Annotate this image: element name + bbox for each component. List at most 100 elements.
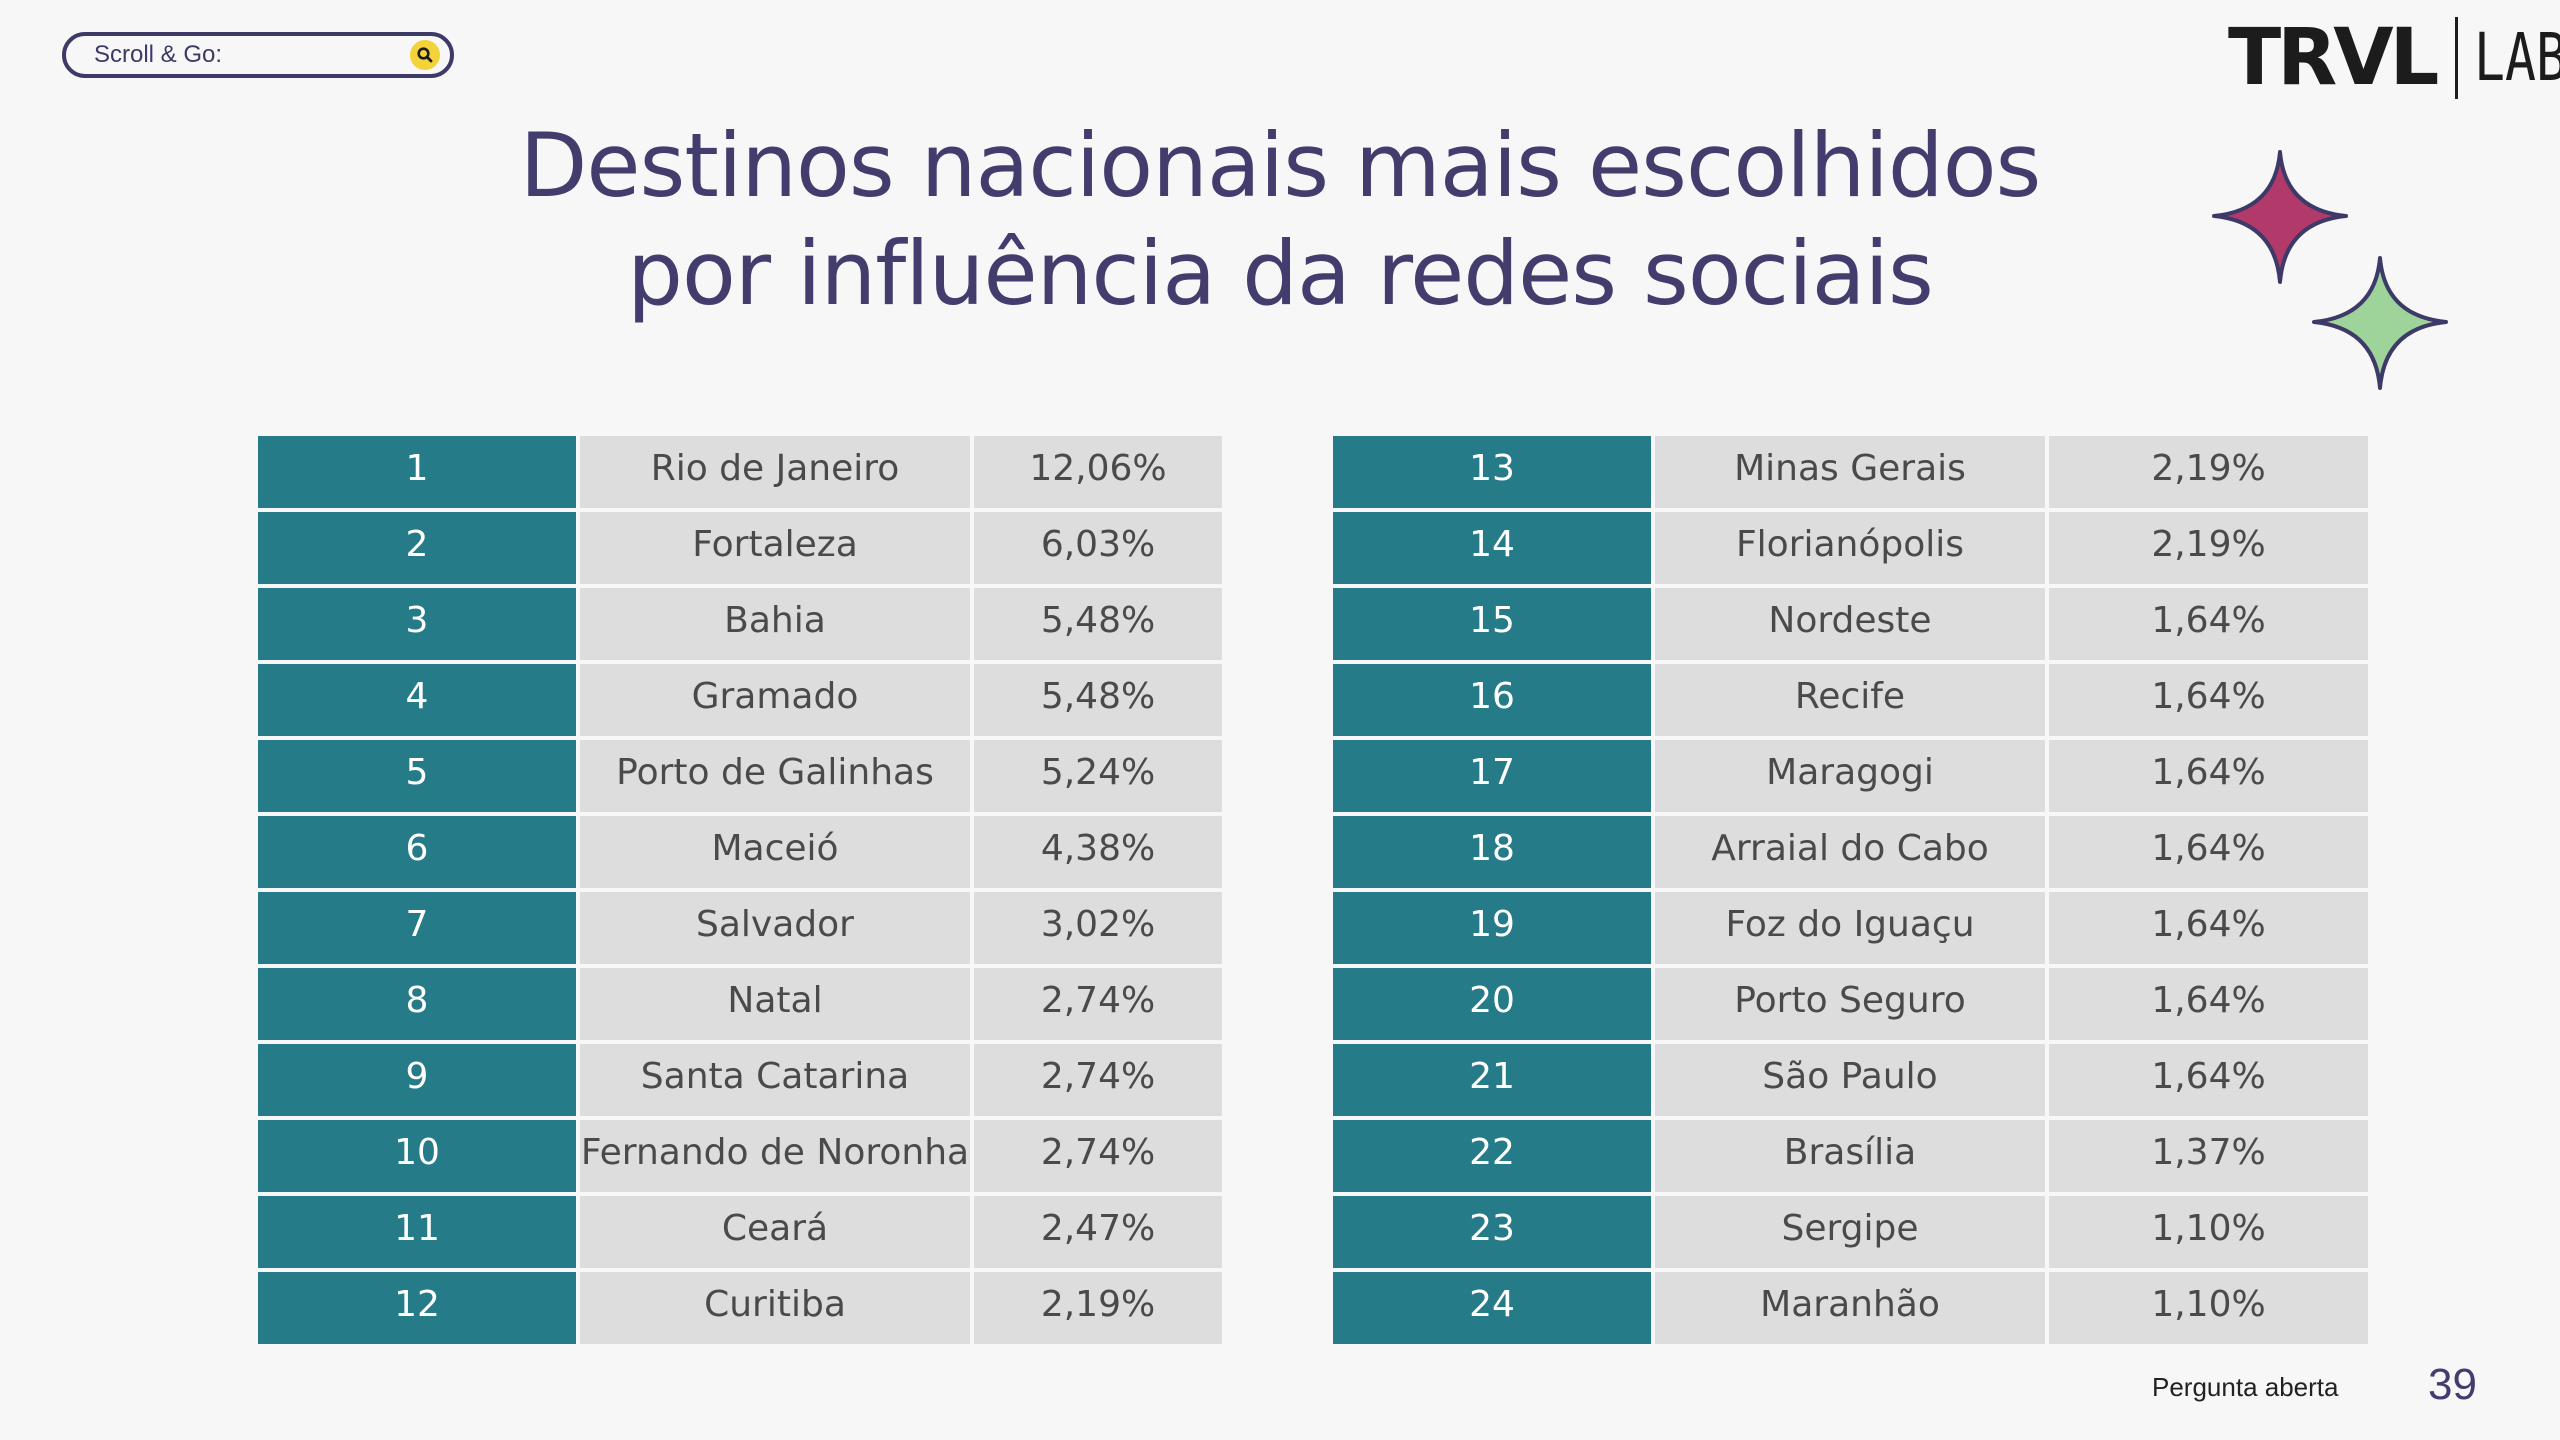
destination-cell: Fernando de Noronha [580, 1120, 970, 1192]
logo-divider [2455, 17, 2459, 99]
percent-cell: 5,48% [974, 588, 1222, 660]
page-title: Destinos nacionais mais escolhidos por i… [0, 112, 2560, 328]
destination-cell: Minas Gerais [1655, 436, 2045, 508]
rank-cell: 17 [1333, 740, 1651, 812]
table-row: 6 Maceió 4,38% [258, 816, 1222, 888]
rank-cell: 14 [1333, 512, 1651, 584]
percent-cell: 2,19% [2049, 436, 2368, 508]
percent-cell: 5,24% [974, 740, 1222, 812]
footer-note: Pergunta aberta [2152, 1372, 2339, 1402]
percent-cell: 1,64% [2049, 968, 2368, 1040]
ranking-table-right: 13 Minas Gerais 2,19% 14 Florianópolis 2,19% 1… [1329, 432, 2372, 1348]
table-row: 18 Arraial do Cabo 1,64% [1333, 816, 2368, 888]
percent-cell: 2,19% [2049, 512, 2368, 584]
table-row: 11 Ceará 2,47% [258, 1196, 1222, 1268]
destination-cell: Nordeste [1655, 588, 2045, 660]
percent-cell: 1,64% [2049, 892, 2368, 964]
table-row: 9 Santa Catarina 2,74% [258, 1044, 1222, 1116]
sparkle-star-icon [2312, 256, 2448, 390]
percent-cell: 1,10% [2049, 1272, 2368, 1344]
table-row: 5 Porto de Galinhas 5,24% [258, 740, 1222, 812]
destination-cell: Maranhão [1655, 1272, 2045, 1344]
percent-cell: 3,02% [974, 892, 1222, 964]
destination-cell: Brasília [1655, 1120, 2045, 1192]
percent-cell: 6,03% [974, 512, 1222, 584]
rank-cell: 2 [258, 512, 576, 584]
percent-cell: 1,64% [2049, 664, 2368, 736]
rank-cell: 6 [258, 816, 576, 888]
destination-cell: São Paulo [1655, 1044, 2045, 1116]
percent-cell: 1,64% [2049, 740, 2368, 812]
rank-cell: 4 [258, 664, 576, 736]
table-row: 22 Brasília 1,37% [1333, 1120, 2368, 1192]
table-row: 15 Nordeste 1,64% [1333, 588, 2368, 660]
destination-cell: Ceará [580, 1196, 970, 1268]
title-line-1: Destinos nacionais mais escolhidos [519, 114, 2042, 217]
percent-cell: 1,64% [2049, 816, 2368, 888]
rank-cell: 20 [1333, 968, 1651, 1040]
table-row: 16 Recife 1,64% [1333, 664, 2368, 736]
rank-cell: 9 [258, 1044, 576, 1116]
percent-cell: 1,10% [2049, 1196, 2368, 1268]
search-bar[interactable]: Scroll & Go: [62, 32, 454, 78]
sparkle-star-icon [2212, 150, 2348, 284]
percent-cell: 1,64% [2049, 1044, 2368, 1116]
destination-cell: Curitiba [580, 1272, 970, 1344]
table-row: 19 Foz do Iguaçu 1,64% [1333, 892, 2368, 964]
destination-cell: Bahia [580, 588, 970, 660]
table-row: 10 Fernando de Noronha 2,74% [258, 1120, 1222, 1192]
rank-cell: 1 [258, 436, 576, 508]
percent-cell: 2,74% [974, 1120, 1222, 1192]
table-row: 20 Porto Seguro 1,64% [1333, 968, 2368, 1040]
destination-cell: Foz do Iguaçu [1655, 892, 2045, 964]
table-row: 8 Natal 2,74% [258, 968, 1222, 1040]
percent-cell: 12,06% [974, 436, 1222, 508]
percent-cell: 5,48% [974, 664, 1222, 736]
destination-cell: Arraial do Cabo [1655, 816, 2045, 888]
table-row: 1 Rio de Janeiro 12,06% [258, 436, 1222, 508]
table-row: 17 Maragogi 1,64% [1333, 740, 2368, 812]
rank-cell: 11 [258, 1196, 576, 1268]
ranking-table-left: 1 Rio de Janeiro 12,06% 2 Fortaleza 6,03% 3 Bah… [254, 432, 1226, 1348]
table-row: 23 Sergipe 1,10% [1333, 1196, 2368, 1268]
brand-logo: TRVL LAB [2228, 14, 2560, 102]
destination-cell: Porto de Galinhas [580, 740, 970, 812]
rank-cell: 8 [258, 968, 576, 1040]
percent-cell: 2,74% [974, 968, 1222, 1040]
title-line-2: por influência da redes sociais [627, 222, 1934, 325]
destination-cell: Santa Catarina [580, 1044, 970, 1116]
page-number: 39 [2428, 1360, 2477, 1409]
percent-cell: 4,38% [974, 816, 1222, 888]
rank-cell: 21 [1333, 1044, 1651, 1116]
rank-cell: 15 [1333, 588, 1651, 660]
rank-cell: 12 [258, 1272, 576, 1344]
search-icon[interactable] [410, 40, 440, 70]
rank-cell: 7 [258, 892, 576, 964]
table-row: 4 Gramado 5,48% [258, 664, 1222, 736]
rank-cell: 19 [1333, 892, 1651, 964]
percent-cell: 2,74% [974, 1044, 1222, 1116]
logo-trvl-text: TRVL [2228, 13, 2439, 103]
destination-cell: Florianópolis [1655, 512, 2045, 584]
destination-cell: Sergipe [1655, 1196, 2045, 1268]
percent-cell: 2,19% [974, 1272, 1222, 1344]
table-row: 13 Minas Gerais 2,19% [1333, 436, 2368, 508]
rank-cell: 10 [258, 1120, 576, 1192]
table-row: 24 Maranhão 1,10% [1333, 1272, 2368, 1344]
destination-cell: Maceió [580, 816, 970, 888]
rank-cell: 3 [258, 588, 576, 660]
destination-cell: Gramado [580, 664, 970, 736]
table-row: 21 São Paulo 1,64% [1333, 1044, 2368, 1116]
percent-cell: 2,47% [974, 1196, 1222, 1268]
rank-cell: 24 [1333, 1272, 1651, 1344]
table-row: 12 Curitiba 2,19% [258, 1272, 1222, 1344]
destination-cell: Fortaleza [580, 512, 970, 584]
rank-cell: 16 [1333, 664, 1651, 736]
table-row: 3 Bahia 5,48% [258, 588, 1222, 660]
table-row: 7 Salvador 3,02% [258, 892, 1222, 964]
destination-cell: Salvador [580, 892, 970, 964]
destination-cell: Natal [580, 968, 970, 1040]
percent-cell: 1,37% [2049, 1120, 2368, 1192]
rank-cell: 18 [1333, 816, 1651, 888]
search-label: Scroll & Go: [94, 41, 223, 68]
